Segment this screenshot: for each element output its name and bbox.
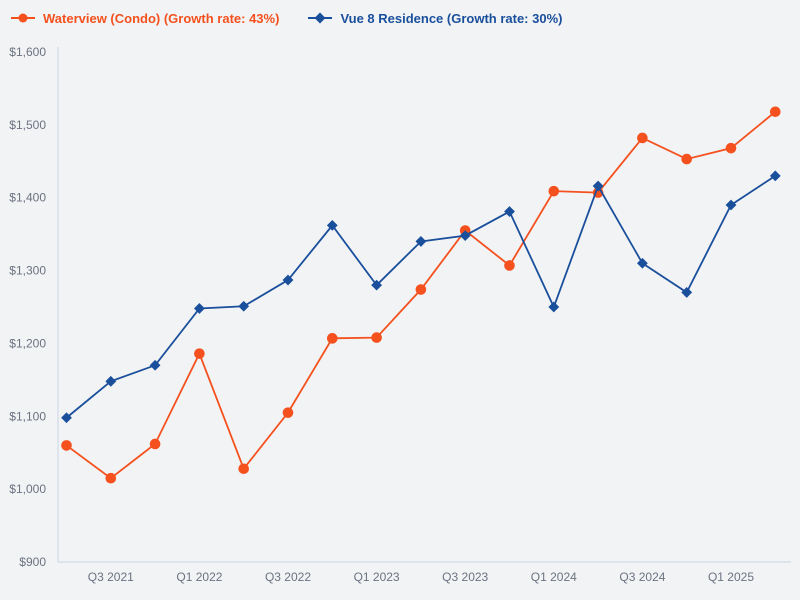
- data-point-vue-8-residence-q2-2024[interactable]: [592, 180, 604, 192]
- data-point-vue-8-residence-q3-2024[interactable]: [637, 257, 648, 269]
- y-axis-tick-label: $1,000: [9, 482, 46, 496]
- data-point-vue-8-residence-q4-2021[interactable]: [149, 359, 161, 371]
- legend-label-waterview: Waterview (Condo) (Growth rate: 43%): [43, 10, 280, 26]
- data-point-vue-8-residence-q1-2023[interactable]: [371, 279, 382, 291]
- x-axis-tick-label: Q1 2024: [531, 570, 577, 584]
- legend: Waterview (Condo) (Growth rate: 43%) Vue…: [10, 9, 562, 27]
- data-point-waterview-condo-q3-2022[interactable]: [282, 407, 294, 418]
- data-point-waterview-condo-q1-2022[interactable]: [194, 348, 205, 359]
- data-point-vue-8-residence-q2-2023[interactable]: [415, 236, 427, 247]
- diamond-marker-icon: [308, 12, 333, 24]
- legend-label-vue8: Vue 8 Residence (Growth rate: 30%): [340, 10, 563, 26]
- data-point-vue-8-residence-q2-2022[interactable]: [238, 300, 250, 312]
- data-point-waterview-condo-q3-2024[interactable]: [637, 132, 648, 144]
- x-axis-tick-label: Q1 2025: [708, 570, 754, 584]
- data-point-waterview-condo-q4-2021[interactable]: [149, 438, 161, 450]
- data-point-vue-8-residence-q3-2021[interactable]: [105, 375, 117, 387]
- y-axis-tick-label: $1,500: [9, 118, 46, 132]
- data-point-vue-8-residence-q4-2024[interactable]: [681, 287, 693, 298]
- x-axis-tick-label: Q3 2022: [265, 570, 311, 584]
- y-axis-tick-label: $1,400: [9, 191, 46, 205]
- data-point-vue-8-residence-q1-2025[interactable]: [725, 199, 737, 211]
- legend-item-waterview[interactable]: Waterview (Condo) (Growth rate: 43%): [10, 11, 279, 26]
- data-point-waterview-condo-q4-2022[interactable]: [327, 333, 338, 344]
- x-axis-tick-label: Q1 2023: [354, 570, 400, 584]
- data-point-waterview-condo-q2-2021[interactable]: [61, 440, 72, 451]
- data-point-vue-8-residence-q1-2022[interactable]: [194, 303, 205, 314]
- data-point-vue-8-residence-q4-2023[interactable]: [504, 206, 515, 217]
- data-point-waterview-condo-q4-2023[interactable]: [504, 260, 515, 271]
- series-line-vue-8-residence: [65, 175, 776, 419]
- data-point-waterview-condo-q4-2024[interactable]: [681, 153, 692, 165]
- data-point-vue-8-residence-q3-2023[interactable]: [459, 230, 471, 241]
- data-point-waterview-condo-q2-2025[interactable]: [770, 106, 781, 118]
- data-point-waterview-condo-q2-2023[interactable]: [415, 284, 427, 295]
- data-point-vue-8-residence-q2-2025[interactable]: [769, 170, 781, 182]
- data-point-vue-8-residence-q3-2022[interactable]: [282, 274, 294, 286]
- data-point-vue-8-residence-q4-2022[interactable]: [326, 220, 338, 231]
- y-axis-tick-label: $1,600: [9, 45, 46, 59]
- data-point-waterview-condo-q1-2025[interactable]: [725, 142, 737, 154]
- x-axis-tick-label: Q3 2023: [442, 570, 488, 584]
- y-axis-tick-label: $1,300: [9, 264, 46, 278]
- data-point-vue-8-residence-q1-2024[interactable]: [548, 301, 560, 313]
- data-point-waterview-condo-q2-2022[interactable]: [238, 463, 249, 475]
- circle-marker-icon: [11, 13, 35, 23]
- series-line-waterview-condo: [65, 111, 776, 480]
- x-axis-tick-label: Q1 2022: [176, 570, 222, 584]
- data-point-vue-8-residence-q2-2021[interactable]: [61, 412, 72, 424]
- legend-item-vue8[interactable]: Vue 8 Residence (Growth rate: 30%): [307, 11, 562, 26]
- data-point-waterview-condo-q1-2024[interactable]: [548, 185, 560, 197]
- y-axis-tick-label: $1,200: [9, 336, 46, 350]
- x-axis-tick-label: Q3 2021: [88, 570, 134, 584]
- x-axis-tick-label: Q3 2024: [619, 570, 665, 584]
- data-point-waterview-condo-q3-2021[interactable]: [105, 472, 117, 484]
- data-point-waterview-condo-q1-2023[interactable]: [371, 332, 382, 343]
- y-axis-tick-label: $1,100: [9, 409, 46, 423]
- y-axis-tick-label: $900: [19, 555, 46, 569]
